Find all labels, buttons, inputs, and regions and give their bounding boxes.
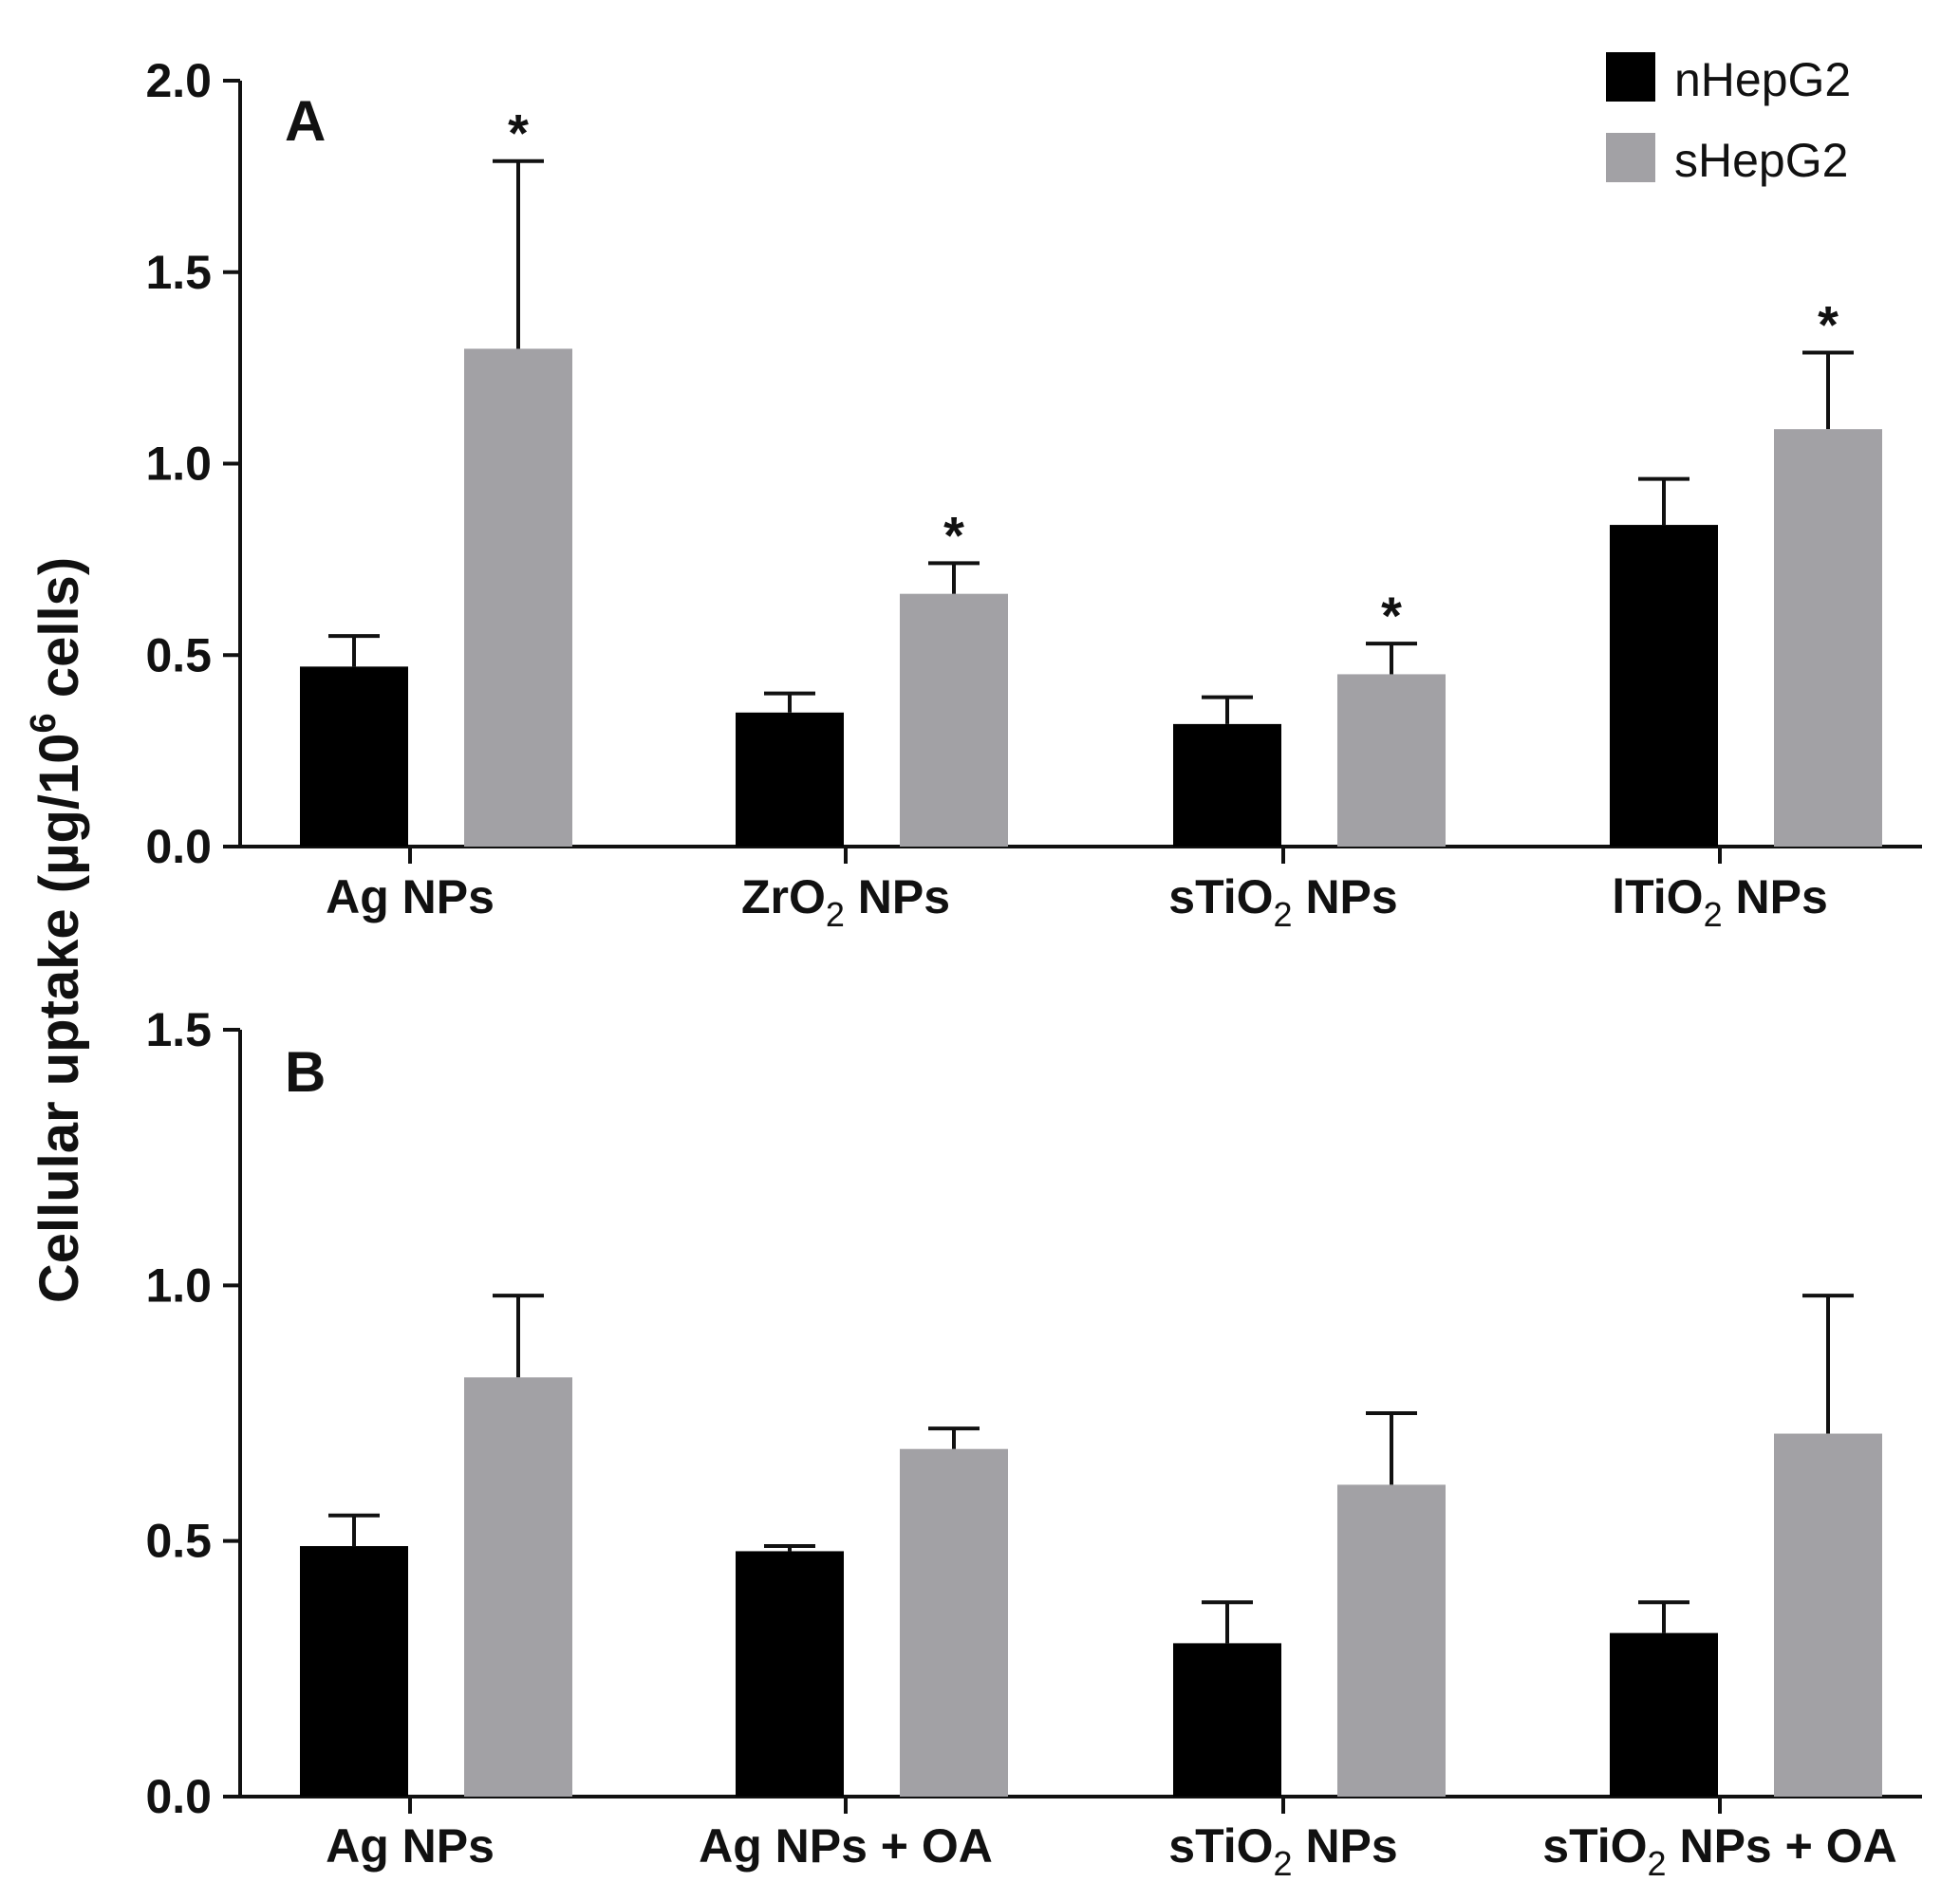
y-axis-title-main: Cellular uptake (µg/10 xyxy=(28,733,90,1303)
panel-label: A xyxy=(285,89,326,153)
panel-label: B xyxy=(285,1040,326,1104)
significance-marker: * xyxy=(508,103,529,163)
bar-shepg2 xyxy=(1337,674,1446,847)
x-tick-label: lTiO2 NPs xyxy=(1612,870,1828,934)
y-axis-title-sup: 6 xyxy=(24,713,64,733)
legend-swatch-shepg2 xyxy=(1606,133,1655,182)
bar-nhepg2 xyxy=(736,1551,844,1797)
y-tick-label: 0.0 xyxy=(145,820,212,873)
bar-nhepg2 xyxy=(300,666,408,847)
y-tick-label: 1.5 xyxy=(145,1003,212,1056)
y-tick-label: 1.0 xyxy=(145,1258,212,1312)
bar-nhepg2 xyxy=(300,1546,408,1797)
panel-a: 0.0 0.5 1.0 1.5 2.0 A Ag NPs * ZrO2 NPs * sTiO2 NP… xyxy=(145,54,1922,934)
y-tick-label: 1.0 xyxy=(145,438,212,491)
x-tick-label: Ag NPs xyxy=(326,1819,495,1873)
y-tick-label: 0.5 xyxy=(145,628,212,681)
bar-shepg2 xyxy=(1774,429,1882,847)
y-axis-title: Cellular uptake (µg/106 cells) xyxy=(24,557,90,1303)
y-axis-title-post: cells) xyxy=(28,557,90,713)
x-tick-label: sTiO2 NPs xyxy=(1168,870,1397,934)
y-tick-label: 2.0 xyxy=(145,54,212,107)
legend-swatch-nhepg2 xyxy=(1606,52,1655,102)
bar-nhepg2 xyxy=(1610,1632,1718,1797)
y-tick-label: 1.5 xyxy=(145,246,212,299)
bar-nhepg2 xyxy=(1610,525,1718,847)
x-tick-label: sTiO2 NPs + OA xyxy=(1542,1819,1896,1883)
y-tick-label: 0.0 xyxy=(145,1770,212,1823)
bar-shepg2 xyxy=(1774,1433,1882,1797)
y-tick-label: 0.5 xyxy=(145,1515,212,1568)
legend-label-shepg2: sHepG2 xyxy=(1674,134,1848,187)
bar-shepg2 xyxy=(1337,1484,1446,1797)
x-tick-label: Ag NPs + OA xyxy=(699,1819,993,1873)
bar-nhepg2 xyxy=(1173,723,1281,847)
bar-shepg2 xyxy=(900,593,1008,847)
legend: nHepG2 sHepG2 xyxy=(1606,52,1851,187)
bar-shepg2 xyxy=(464,348,572,847)
significance-marker: * xyxy=(1381,586,1402,645)
significance-marker: * xyxy=(1818,294,1839,354)
x-tick-label: Ag NPs xyxy=(326,870,495,923)
x-tick-label: ZrO2 NPs xyxy=(741,870,950,934)
legend-label-nhepg2: nHepG2 xyxy=(1674,53,1851,106)
bar-nhepg2 xyxy=(736,712,844,847)
bar-nhepg2 xyxy=(1173,1643,1281,1797)
bar-shepg2 xyxy=(900,1448,1008,1797)
bar-shepg2 xyxy=(464,1377,572,1797)
x-tick-label: sTiO2 NPs xyxy=(1168,1819,1397,1883)
significance-marker: * xyxy=(943,505,964,565)
panel-b: 0.0 0.5 1.0 1.5 B Ag NPs Ag NPs + OA sTiO2 NPs s… xyxy=(145,1003,1922,1883)
